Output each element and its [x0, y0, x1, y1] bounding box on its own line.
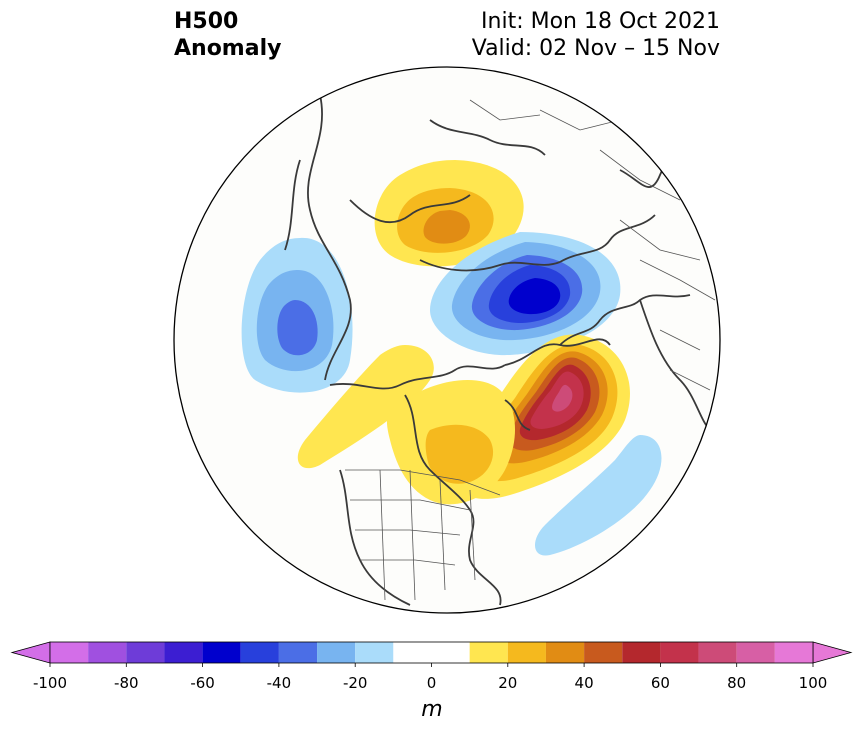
colorbar-tick-label: 100	[799, 674, 828, 692]
colorbar-segment	[164, 642, 203, 663]
colorbar-segment	[393, 642, 470, 663]
colorbar-segment	[507, 642, 546, 663]
globe-outline	[173, 66, 721, 614]
title-field-name: H500	[174, 9, 239, 34]
colorbar-segment	[240, 642, 279, 663]
colorbar-segment	[50, 642, 89, 663]
colorbar-extend-low	[10, 641, 51, 664]
colorbar-segment	[202, 642, 241, 663]
positive-anomaly-western-canada	[297, 345, 434, 469]
colorbar-segment	[469, 642, 508, 663]
title-right: Init: Mon 18 Oct 2021 Valid: 02 Nov – 15…	[472, 8, 720, 62]
title-field-type: Anomaly	[174, 36, 282, 61]
colorbar-segment	[698, 642, 737, 663]
colorbar-tick-label: 60	[651, 674, 670, 692]
political-borders	[345, 99, 716, 601]
colorbar-tick-label: 20	[498, 674, 517, 692]
colorbar-segment	[545, 642, 585, 663]
positive-anomaly-siberia	[374, 160, 524, 267]
valid-period-label: Valid: 02 Nov – 15 Nov	[471, 36, 720, 61]
colorbar-segment	[660, 642, 699, 663]
colorbar-tick-label: 0	[427, 674, 437, 692]
colorbar-segment	[774, 642, 813, 663]
coastlines	[284, 94, 711, 606]
colorbar-tick-label: 80	[727, 674, 746, 692]
colorbar-segment	[736, 642, 775, 663]
negative-anomaly-scandinavia-arctic	[430, 232, 621, 356]
colorbar-tick-label: -60	[190, 674, 215, 692]
colorbar-segment	[278, 642, 318, 663]
colorbar-segment	[584, 642, 623, 663]
colorbar-ticks: -100 -80 -60 -40 -20 0 20 40 60 80 100	[33, 663, 827, 692]
colorbar-tick-label: -100	[33, 674, 67, 692]
anomaly-contours	[241, 94, 716, 606]
colorbar-segment	[126, 642, 165, 663]
colorbar-segment	[355, 642, 394, 663]
title-left: H500 Anomaly	[174, 8, 281, 62]
colorbar-extend-high	[812, 641, 853, 664]
colorbar-tick-label: -80	[114, 674, 139, 692]
colorbar-segment	[88, 642, 127, 663]
negative-anomaly-north-pacific	[241, 237, 353, 393]
init-date-label: Init: Mon 18 Oct 2021	[481, 9, 720, 34]
colorbar-segments	[10, 641, 853, 664]
colorbar-unit-label: m	[421, 697, 442, 722]
colorbar-tick-label: -40	[267, 674, 292, 692]
colorbar-tick-label: 40	[575, 674, 594, 692]
colorbar-segment	[622, 642, 661, 663]
globe-background	[174, 67, 720, 613]
colorbar-tick-label: -20	[343, 674, 368, 692]
colorbar-segment	[317, 642, 356, 663]
negative-anomaly-subtropical-atlantic	[534, 435, 662, 556]
